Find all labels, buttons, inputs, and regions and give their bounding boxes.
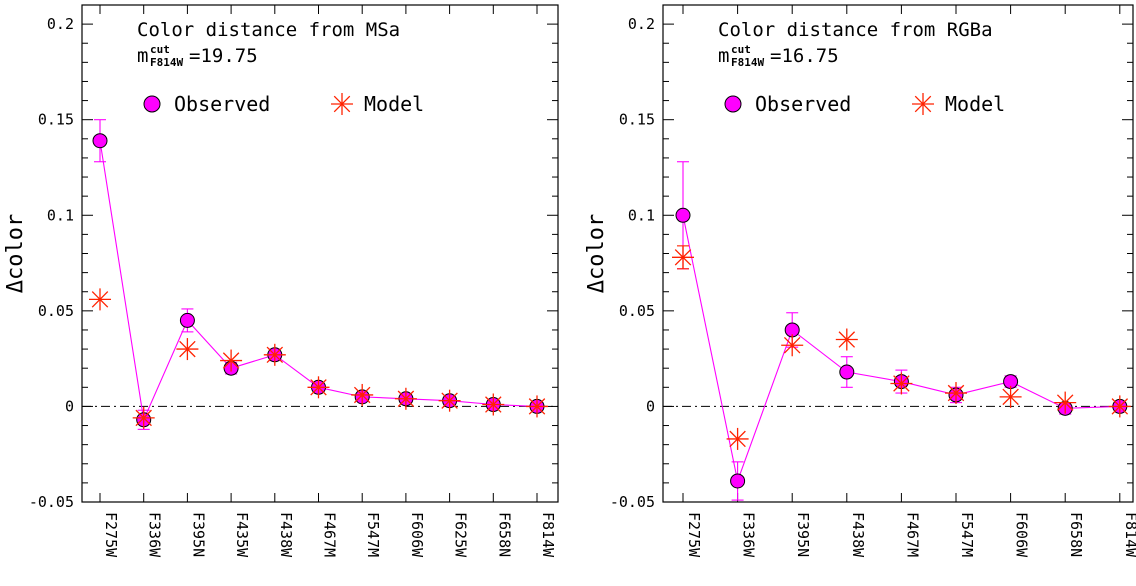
x-tick-label: F658N <box>495 512 513 557</box>
cut-value: =19.75 <box>189 45 258 67</box>
model-point <box>351 383 374 406</box>
model-point <box>307 376 330 399</box>
legend-model-label: Model <box>364 92 424 116</box>
y-tick-label: 0.05 <box>38 302 74 320</box>
x-tick-label: F435W <box>233 512 251 558</box>
x-tick-label: F438W <box>277 512 295 558</box>
y-axis-label: Δcolor <box>3 214 28 293</box>
model-point <box>526 395 548 418</box>
x-tick-label: F814W <box>539 512 557 558</box>
model-point <box>220 349 243 372</box>
model-point <box>176 338 199 361</box>
model-point <box>394 387 417 410</box>
y-tick-label: 0.2 <box>47 15 74 33</box>
y-tick-label: -0.05 <box>29 493 74 511</box>
y-tick-label: 0 <box>65 397 74 415</box>
cut-subscript: F814W <box>150 56 183 69</box>
y-tick-label: 0.1 <box>47 206 74 224</box>
x-tick-label: F336W <box>146 512 164 558</box>
cut-symbol: m <box>137 45 148 67</box>
observed-point <box>92 133 108 149</box>
x-tick-label: F467M <box>321 512 339 557</box>
panel-title: Color distance from MSa <box>137 19 400 41</box>
model-point <box>438 389 461 412</box>
legend-observed-label: Observed <box>174 92 270 116</box>
legend-model-marker <box>331 93 353 115</box>
cut-superscript: cut <box>150 43 170 56</box>
x-tick-label: F606W <box>408 512 426 558</box>
model-point <box>89 288 111 311</box>
model-point <box>132 406 155 429</box>
x-tick-label: F395N <box>189 512 207 557</box>
observed-point <box>179 312 195 328</box>
x-tick-label: F547M <box>364 512 382 557</box>
x-tick-label: F625W <box>452 512 470 558</box>
model-point <box>482 393 505 416</box>
legend-observed-marker <box>143 95 161 113</box>
plot-frame <box>81 4 559 503</box>
x-tick-label: F275W <box>102 512 120 558</box>
y-tick-label: 0.15 <box>38 111 74 129</box>
model-point <box>263 343 286 366</box>
